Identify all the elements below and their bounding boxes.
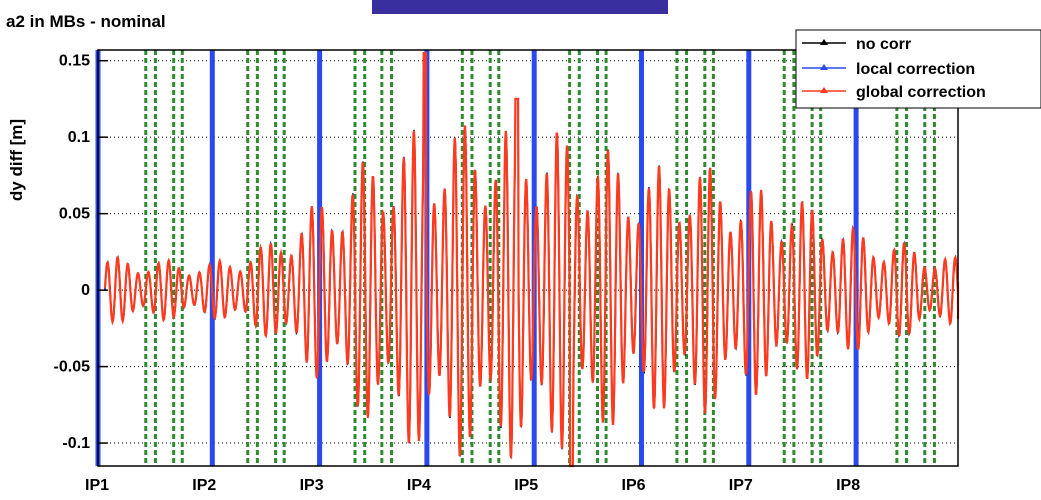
legend: no corr local correction global correcti… (795, 29, 1041, 109)
legend-marker-global (820, 87, 828, 93)
y-tick-label: -0.1 (62, 435, 90, 452)
x-tick-label: IP8 (836, 477, 860, 494)
dashed-lines (144, 50, 936, 466)
legend-marker-no-corr (820, 39, 828, 45)
header-bar (372, 0, 668, 14)
y-tick-label: 0 (81, 282, 90, 299)
y-ticks: 0.15 0.1 0.05 0 -0.05 -0.1 (54, 53, 108, 452)
series-line-0 (104, 52, 959, 467)
series-lines (103, 52, 960, 468)
y-axis-label: dy diff [m] (7, 119, 26, 201)
series-line-1 (104, 52, 959, 467)
y-tick-label: 0.15 (59, 53, 90, 70)
x-tick-label: IP1 (85, 477, 109, 494)
x-tick-label: IP5 (514, 477, 538, 494)
x-tick-label: IP2 (192, 477, 216, 494)
legend-label-local: local correction (856, 61, 975, 78)
x-tick-label: IP7 (729, 477, 753, 494)
x-tick-label: IP4 (407, 477, 431, 494)
plot-frame (97, 49, 959, 467)
chart-title: a2 in MBs - nominal (6, 12, 166, 31)
series-line-2 (103, 52, 960, 468)
x-tick-label: IP6 (622, 477, 646, 494)
y-tick-label: -0.05 (54, 359, 91, 376)
y-tick-label: 0.1 (68, 129, 90, 146)
x-ticks: IP1 IP2 IP3 IP4 IP5 IP6 IP7 IP8 (85, 477, 860, 494)
legend-label-no-corr: no corr (856, 36, 911, 53)
x-tick-label: IP3 (300, 477, 324, 494)
legend-label-global: global correction (856, 84, 986, 101)
legend-marker-local (820, 64, 828, 70)
y-tick-label: 0.05 (59, 206, 90, 223)
